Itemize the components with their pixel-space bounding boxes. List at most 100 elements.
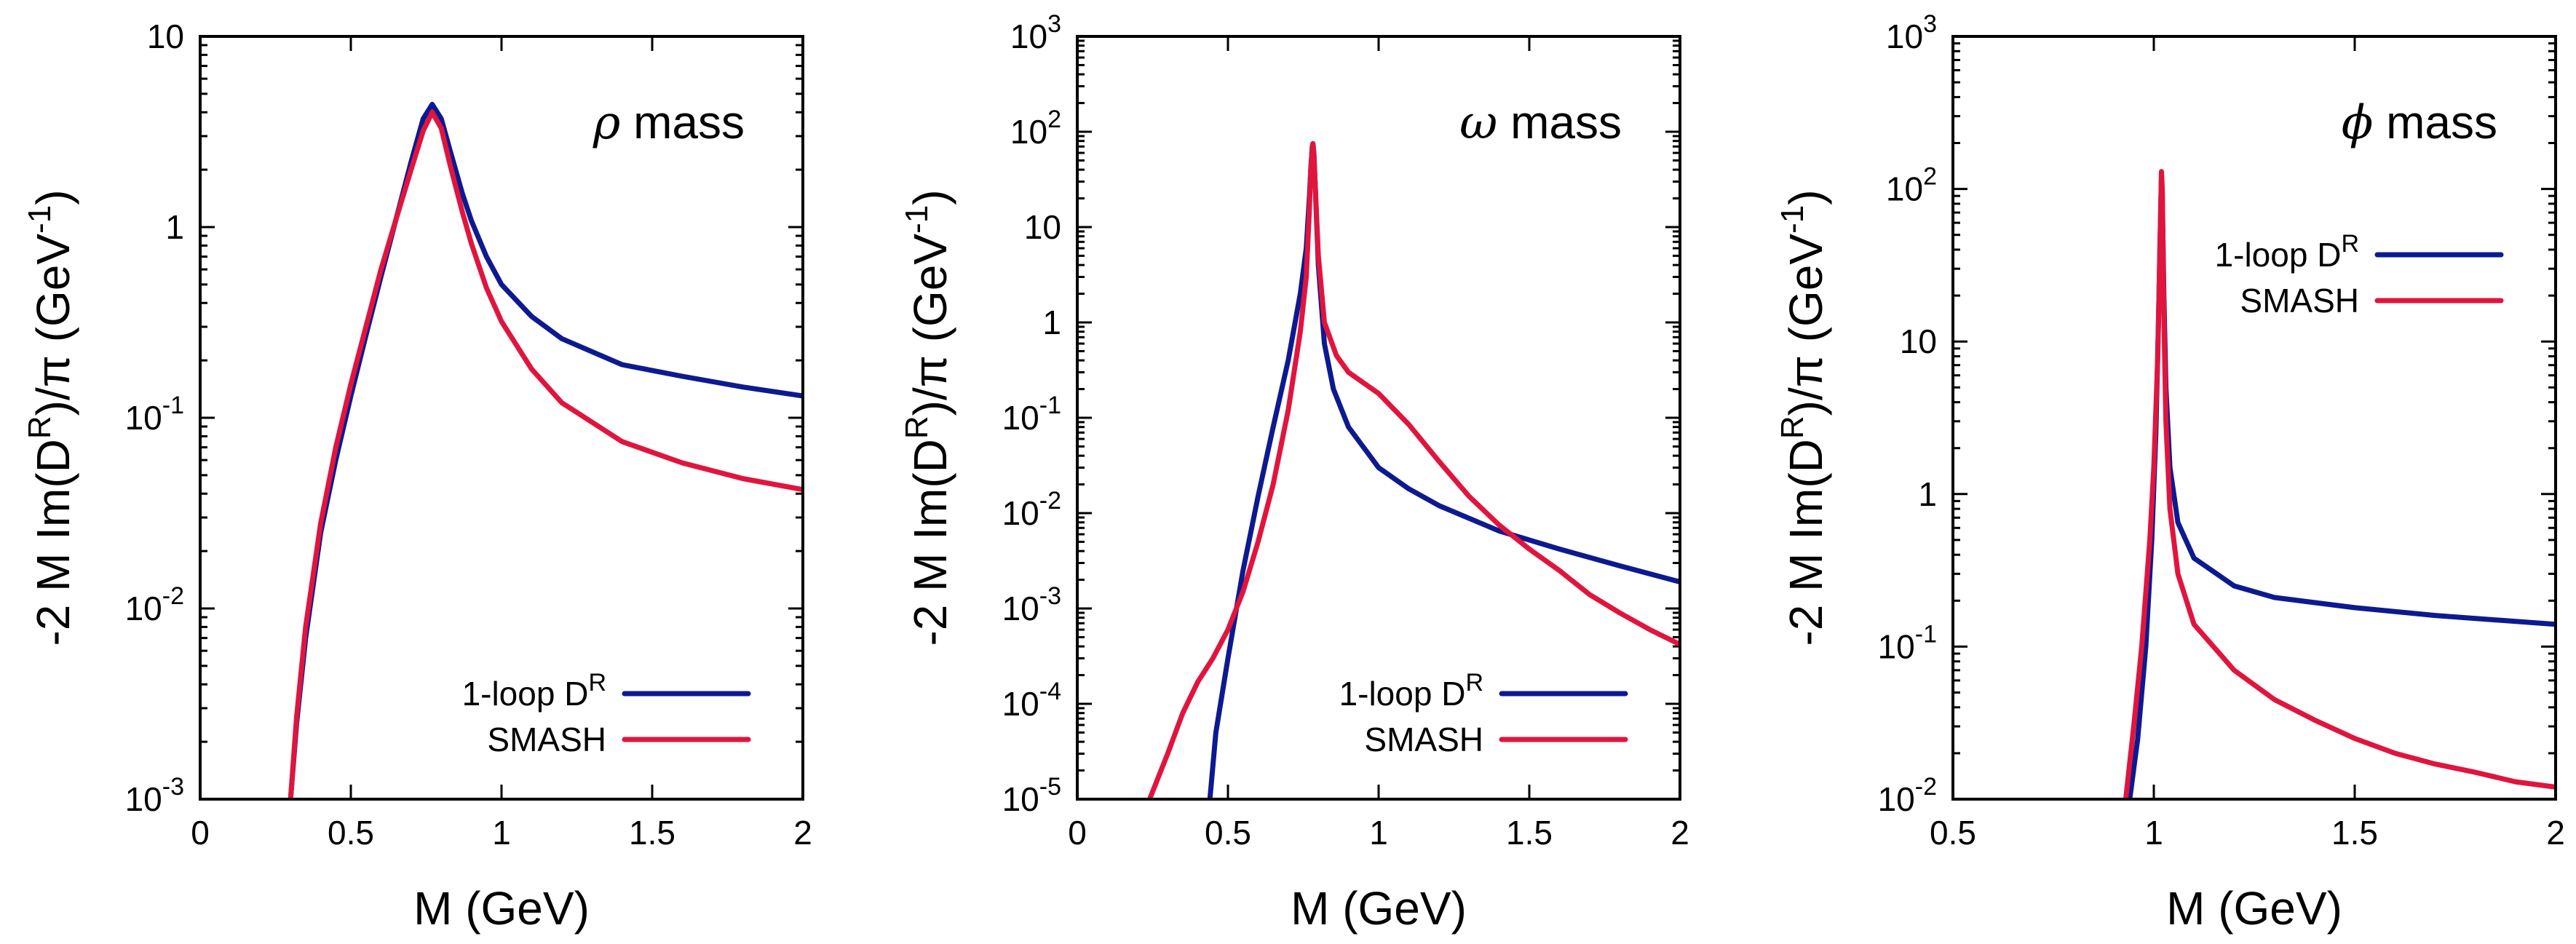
legend-label-one_loop: 1-loop DR <box>2215 230 2359 274</box>
y-axis-title-part: ) <box>904 189 956 205</box>
y-tick-base: 10 <box>125 780 162 818</box>
y-tick-label: 10-1 <box>125 392 184 437</box>
legend-label-text: SMASH <box>487 721 606 758</box>
y-tick-label: 10-2 <box>125 582 184 627</box>
panel-title-space <box>2373 96 2386 148</box>
y-tick-label: 10-2 <box>1878 773 1937 818</box>
y-tick-base: 10 <box>1878 627 1915 665</box>
y-tick-exponent: -1 <box>162 392 184 419</box>
y-tick-base: 10 <box>1010 17 1047 55</box>
y-axis-title-sup: -1 <box>22 205 58 234</box>
y-tick-exponent: -2 <box>162 582 184 610</box>
y-tick-exponent: 2 <box>1047 106 1061 133</box>
y-tick-label: 10-1 <box>1878 620 1937 665</box>
y-tick-base: 10 <box>1002 494 1039 532</box>
y-axis-title-part: )/π (GeV <box>904 234 956 416</box>
legend-label-sup: R <box>2341 230 2359 258</box>
y-tick-base: 10 <box>1002 399 1039 437</box>
y-tick-exponent: -3 <box>162 773 184 801</box>
x-tick-label: 0.5 <box>1205 814 1251 852</box>
series-line-smash <box>2123 169 2556 799</box>
y-tick-base: 10 <box>125 399 162 437</box>
y-tick-exponent: -5 <box>1039 773 1061 801</box>
y-axis-title-part: -2 M Im(D <box>904 439 956 646</box>
plot-frame <box>1076 35 1681 801</box>
y-axis-title-sup: R <box>1775 416 1810 439</box>
y-tick-base: 1 <box>1042 304 1061 341</box>
x-tick-label: 1.5 <box>1506 814 1553 852</box>
y-tick-label: 1 <box>1918 475 1937 513</box>
legend-label-one_loop: 1-loop DR <box>1339 669 1483 713</box>
series-group <box>1146 140 1680 799</box>
x-tick-label: 1.5 <box>629 814 675 852</box>
legend-label-sup: R <box>588 669 606 697</box>
y-tick-base: 1 <box>1918 475 1937 513</box>
y-tick-label: 10-3 <box>1002 582 1061 627</box>
y-tick-base: 10 <box>1002 590 1039 627</box>
legend-label-sup: R <box>1465 669 1483 697</box>
y-tick-base: 10 <box>1024 208 1061 246</box>
y-axis-title-part: ) <box>1780 189 1832 205</box>
x-axis-title: M (GeV) <box>2166 882 2342 935</box>
y-axis-title-part: )/π (GeV <box>27 234 79 416</box>
y-axis-title: -2 M Im(DR)/π (GeV-1) <box>1775 189 1832 646</box>
y-axis-title-part: ) <box>27 189 79 205</box>
y-tick-base: 10 <box>1900 322 1937 360</box>
panel-title-word: mass <box>1510 96 1622 148</box>
panel-title-word: mass <box>2386 96 2497 148</box>
y-tick-exponent: 3 <box>1047 10 1061 38</box>
y-tick-label: 10-2 <box>1002 487 1061 532</box>
x-axis-title: M (GeV) <box>413 882 590 935</box>
y-tick-exponent: -1 <box>1039 392 1061 419</box>
y-tick-exponent: -2 <box>1915 773 1937 801</box>
x-tick-label: 1 <box>492 814 511 852</box>
x-tick-label: 0.5 <box>328 814 374 852</box>
y-tick-exponent: -3 <box>1039 582 1061 610</box>
plot-frame <box>199 35 804 801</box>
y-tick-exponent: -1 <box>1915 620 1937 648</box>
y-tick-label: 10-1 <box>1002 392 1061 437</box>
legend-label-text: 1-loop D <box>462 675 589 713</box>
x-tick-label: 0.5 <box>1930 814 1976 852</box>
y-tick-exponent: 2 <box>1923 163 1937 191</box>
y-tick-base: 10 <box>125 590 162 627</box>
legend-label-smash: SMASH <box>2240 282 2359 320</box>
y-tick-base: 10 <box>1878 780 1915 818</box>
y-axis-title-part: -2 M Im(D <box>27 439 79 646</box>
y-tick-exponent: -2 <box>1039 487 1061 515</box>
series-line-smash <box>288 109 803 799</box>
y-tick-label: 1 <box>165 208 184 246</box>
y-tick-label: 10-3 <box>125 773 184 818</box>
y-tick-base: 10 <box>1002 780 1039 818</box>
series-line-one_loop <box>2127 174 2556 799</box>
x-tick-label: 2 <box>793 814 812 852</box>
legend-label-text: 1-loop D <box>2215 236 2342 274</box>
y-tick-base: 10 <box>1886 17 1923 55</box>
y-axis-title-sup: R <box>899 416 935 439</box>
y-tick-label: 10 <box>1024 208 1061 246</box>
y-tick-label: 10-5 <box>1002 773 1061 818</box>
panel-title-space <box>620 96 633 148</box>
y-tick-label: 102 <box>1010 106 1061 151</box>
x-tick-label: 2 <box>2546 814 2565 852</box>
panel-title: ω mass <box>1459 96 1622 150</box>
y-axis-title: -2 M Im(DR)/π (GeV-1) <box>899 189 956 646</box>
panel-title: ρ mass <box>593 96 745 150</box>
x-tick-label: 2 <box>1671 814 1689 852</box>
panel-title-symbol: ρ <box>593 96 621 150</box>
panel-title-space <box>1497 96 1510 148</box>
panel-title-symbol: ϕ <box>2342 96 2374 150</box>
y-tick-exponent: 3 <box>1923 10 1937 38</box>
y-tick-base: 1 <box>165 208 184 246</box>
x-tick-label: 1 <box>2144 814 2163 852</box>
legend-label-smash: SMASH <box>487 721 606 758</box>
y-tick-label: 10 <box>147 17 184 55</box>
y-tick-base: 10 <box>1010 113 1047 151</box>
y-tick-label: 10 <box>1900 322 1937 360</box>
series-group <box>288 101 803 799</box>
y-tick-base: 10 <box>147 17 184 55</box>
